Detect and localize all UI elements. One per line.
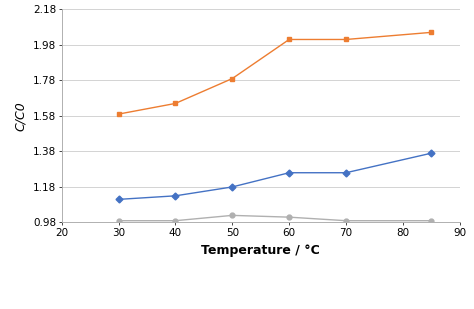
60 RH% [286, 171, 292, 175]
80 RH% [428, 31, 434, 34]
80 RH% [343, 38, 349, 41]
40 RH% [116, 219, 121, 222]
40 RH% [229, 214, 235, 217]
80 RH% [173, 102, 178, 105]
80 RH% [286, 38, 292, 41]
40 RH% [428, 219, 434, 222]
Line: 40 RH%: 40 RH% [116, 213, 434, 223]
60 RH% [229, 185, 235, 189]
40 RH% [286, 215, 292, 219]
X-axis label: Temperature / °C: Temperature / °C [201, 243, 320, 256]
60 RH% [173, 194, 178, 198]
60 RH% [343, 171, 349, 175]
40 RH% [343, 219, 349, 222]
60 RH% [428, 151, 434, 155]
Line: 80 RH%: 80 RH% [116, 30, 434, 116]
Line: 60 RH%: 60 RH% [116, 151, 434, 202]
80 RH% [116, 112, 121, 116]
Y-axis label: C/C0: C/C0 [14, 101, 27, 131]
60 RH% [116, 197, 121, 201]
40 RH% [173, 219, 178, 222]
80 RH% [229, 77, 235, 80]
